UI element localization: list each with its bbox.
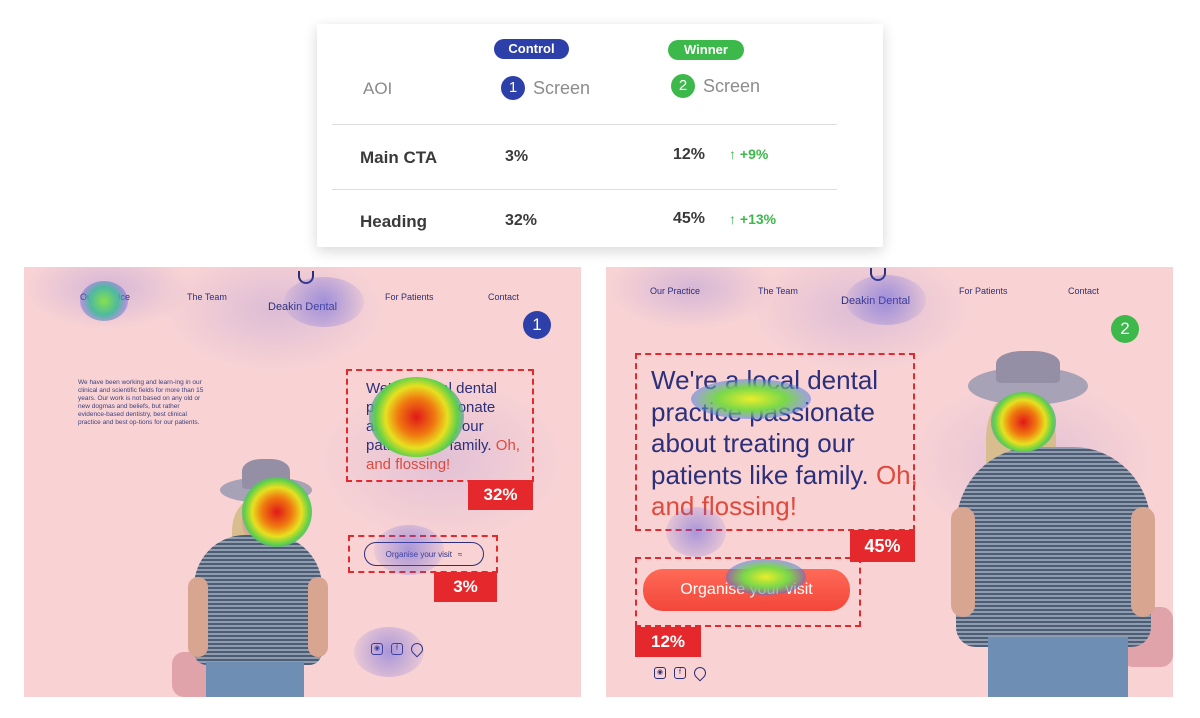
cta-aoi-box: [635, 557, 861, 627]
nav-our-practice[interactable]: Our Practice: [80, 292, 131, 302]
screen-2-number: 2: [671, 74, 695, 98]
social-links: ◉ f: [654, 664, 709, 682]
cta-aoi-box: [348, 535, 498, 573]
screenshot-control: Our Practice The Team Deakin Dental For …: [24, 267, 581, 697]
screenshot-winner: Our Practice The Team Deakin Dental For …: [606, 267, 1173, 697]
nav-the-team[interactable]: The Team: [758, 286, 798, 296]
nav-contact[interactable]: Contact: [1068, 286, 1100, 296]
screen-2-header: 2 Screen: [671, 74, 760, 98]
social-links: ◉ f: [371, 640, 426, 658]
brand-name[interactable]: Deakin Dental: [268, 301, 338, 313]
delta-heading: ↑ +13%: [729, 211, 777, 227]
cta-attention-pct: 3%: [434, 572, 497, 602]
row-winner-main-cta: 12%: [673, 146, 706, 163]
nav-for-patients[interactable]: For Patients: [385, 292, 434, 302]
intro-paragraph: We have been working and learn-ing in ou…: [78, 379, 204, 426]
winner-pill: Winner: [668, 40, 744, 60]
instagram-icon[interactable]: ◉: [654, 667, 666, 679]
screen-2-label: Screen: [703, 75, 761, 96]
screen-badge: 2: [1111, 315, 1139, 343]
heading-aoi-box: [346, 369, 534, 482]
location-pin-icon[interactable]: [408, 640, 426, 658]
hero-accent: Oh, and flossing!: [366, 437, 520, 473]
nav-contact[interactable]: Contact: [488, 292, 520, 302]
instagram-icon[interactable]: ◉: [371, 643, 383, 655]
facebook-icon[interactable]: f: [674, 667, 686, 679]
row-winner-heading: 45%: [673, 210, 706, 227]
screen-badge: 1: [523, 311, 551, 339]
row-label-main-cta: Main CTA: [360, 148, 438, 167]
heading-attention-pct: 45%: [850, 530, 915, 562]
divider: [332, 189, 837, 190]
aoi-header: AOI: [363, 79, 393, 98]
location-pin-icon[interactable]: [691, 664, 709, 682]
arrow-up-icon: ↑: [729, 211, 736, 227]
heading-aoi-box: [635, 353, 915, 531]
facebook-icon[interactable]: f: [391, 643, 403, 655]
divider: [332, 124, 837, 125]
heading-attention-pct: 32%: [468, 480, 533, 510]
nav-our-practice[interactable]: Our Practice: [650, 286, 701, 296]
screen-1-number: 1: [501, 76, 525, 100]
screen-1-label: Screen: [533, 77, 591, 98]
row-control-main-cta: 3%: [505, 148, 529, 165]
nav-for-patients[interactable]: For Patients: [959, 286, 1008, 296]
screen-1-header: 1 Screen: [501, 76, 590, 100]
results-table: Control Winner AOI 1 Screen 2 Screen Mai…: [317, 24, 883, 247]
brand-name[interactable]: Deakin Dental: [841, 295, 911, 307]
wave-icon: ≈: [457, 549, 463, 559]
arrow-up-icon: ↑: [729, 146, 736, 162]
row-label-heading: Heading: [360, 212, 428, 231]
cta-attention-pct: 12%: [635, 627, 701, 657]
delta-main-cta: ↑ +9%: [729, 146, 769, 162]
row-control-heading: 32%: [505, 212, 538, 229]
control-pill: Control: [494, 39, 569, 59]
nav-the-team[interactable]: The Team: [187, 292, 227, 302]
